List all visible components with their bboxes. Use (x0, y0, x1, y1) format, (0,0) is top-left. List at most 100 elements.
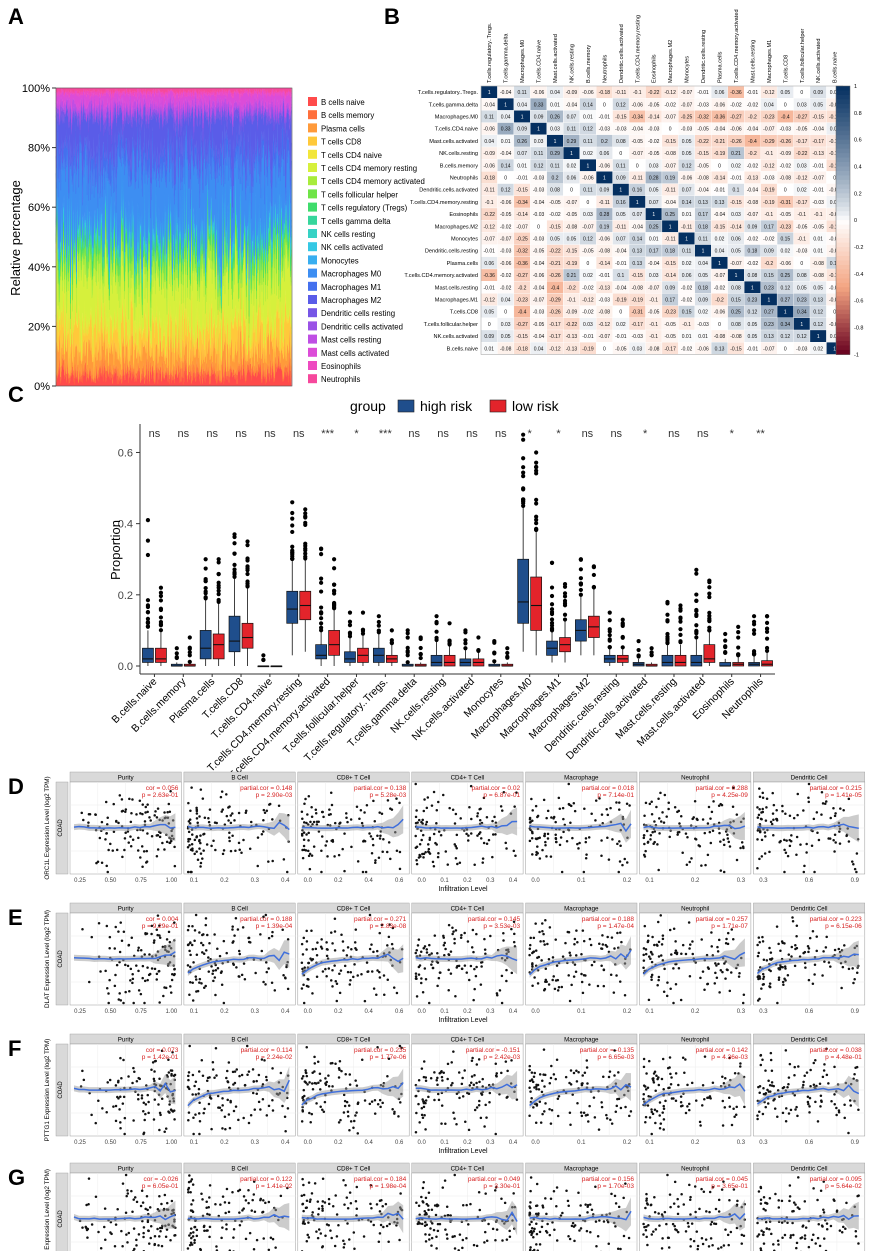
scatter-point (324, 844, 327, 847)
scatter-point (653, 820, 656, 823)
plot-frame (55, 87, 293, 387)
scatter-point (333, 964, 336, 967)
scatter-point (813, 973, 816, 976)
heat-row-label: Dendritic.cells.activated (419, 188, 478, 194)
scatter-point (822, 950, 825, 953)
scatter-point (847, 967, 851, 971)
outlier-point (418, 645, 423, 651)
heat-col-label: T.cells.follicular.helper (800, 28, 806, 83)
scatter-point (806, 1100, 810, 1104)
scatter-point (152, 1077, 156, 1081)
scatter-point (727, 1096, 731, 1099)
scatter-point (759, 1053, 763, 1057)
scatter-point (283, 1115, 287, 1118)
scatter-point (127, 1231, 131, 1235)
scatter-point (345, 812, 348, 815)
scatter-point (422, 1075, 426, 1079)
colorbar-tick-label: -0.4 (854, 272, 863, 278)
scatter-point (580, 1082, 584, 1085)
box-low (703, 644, 716, 663)
scatter-point (375, 949, 379, 953)
x-tick-label: 0.2 (334, 1140, 343, 1146)
colorbar-step (836, 327, 850, 333)
scatter-point (356, 974, 359, 977)
heat-value: 0 (488, 322, 491, 328)
heat-value: -0.01 (813, 163, 825, 169)
scatter-point (191, 981, 194, 985)
scatter-point (415, 995, 419, 998)
scatter-point (414, 1130, 418, 1134)
scatter-point (703, 1097, 706, 1101)
scatter-point (852, 981, 855, 985)
scatter-point (853, 978, 856, 981)
scatter-point (791, 916, 794, 919)
colorbar-step (836, 139, 850, 145)
scatter-point (609, 1118, 612, 1121)
outlier-point (764, 626, 770, 631)
legend-label-6: T cells CD4 memory activated (321, 177, 425, 186)
scatter-point (528, 1114, 531, 1117)
scatter-point (124, 1211, 128, 1214)
scatter-point (153, 1235, 157, 1238)
legend-swatch-13 (308, 268, 317, 278)
colorbar-step (836, 318, 850, 324)
scatter-point (311, 957, 315, 961)
scatter-point (557, 986, 561, 989)
heat-value: -0.02 (829, 237, 841, 243)
panel-label-d: D (8, 774, 24, 799)
significance-label: ns (668, 428, 680, 440)
scatter-point (271, 859, 274, 863)
scatter-point (676, 831, 680, 834)
scatter-point (478, 1080, 481, 1084)
scatter-point (460, 933, 463, 937)
scatter-point (660, 1077, 664, 1081)
heat-value: 0 (603, 346, 606, 352)
scatter-point (371, 843, 375, 847)
scatter-point (685, 863, 689, 867)
scatter-point (531, 984, 534, 987)
scatter-point (417, 973, 421, 976)
scatter-point (334, 1194, 337, 1197)
heat-value: 0.01 (682, 212, 692, 218)
outlier-point (578, 581, 583, 586)
scatter-point (436, 855, 440, 859)
correlation-text: partial.cor = 0.145 (468, 916, 521, 923)
scatter-point (530, 1071, 534, 1074)
x-tick-label: 0.75 (135, 878, 147, 884)
scatter-point (763, 831, 767, 834)
scatter-point (757, 936, 761, 939)
scatter-point (808, 1111, 811, 1114)
x-tick-label: 0.50 (105, 1140, 117, 1146)
outlier-point (405, 650, 410, 655)
heat-value: -0.04 (632, 224, 644, 230)
outlier-point (319, 546, 324, 551)
heat-value: -0.01 (599, 115, 611, 121)
scatter-point (475, 1081, 478, 1085)
scatter-point (853, 867, 857, 871)
scatter-point (757, 951, 761, 955)
heat-col-label: Dendritic.cells.resting (701, 30, 707, 83)
heat-value: -0.03 (780, 127, 792, 133)
scatter-point (573, 937, 577, 941)
scatter-point (309, 1120, 312, 1124)
scatter-point (168, 841, 172, 844)
scatter-point (565, 840, 569, 843)
colorbar-step (836, 323, 850, 329)
scatter-point (546, 809, 550, 813)
facet-title: Purity (118, 1166, 135, 1173)
scatter-point (449, 972, 453, 975)
scatter-point (417, 965, 421, 969)
scatter-point (414, 821, 418, 825)
scatter-point (839, 807, 842, 810)
heat-value: -0.12 (796, 176, 808, 182)
scatter-point (174, 1234, 177, 1237)
scatter-point (141, 803, 144, 806)
scatter-point (329, 1229, 332, 1232)
scatter-point (160, 1202, 163, 1206)
outlier-point (492, 651, 497, 656)
scatter-point (768, 946, 771, 950)
heat-value: -0.02 (747, 237, 759, 243)
heat-value: -0.36 (516, 261, 528, 267)
scatter-point (452, 930, 455, 933)
heat-col-label: Dendritic.cells.activated (619, 24, 625, 83)
